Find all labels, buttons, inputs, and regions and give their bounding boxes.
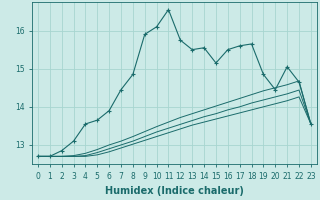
- X-axis label: Humidex (Indice chaleur): Humidex (Indice chaleur): [105, 186, 244, 196]
